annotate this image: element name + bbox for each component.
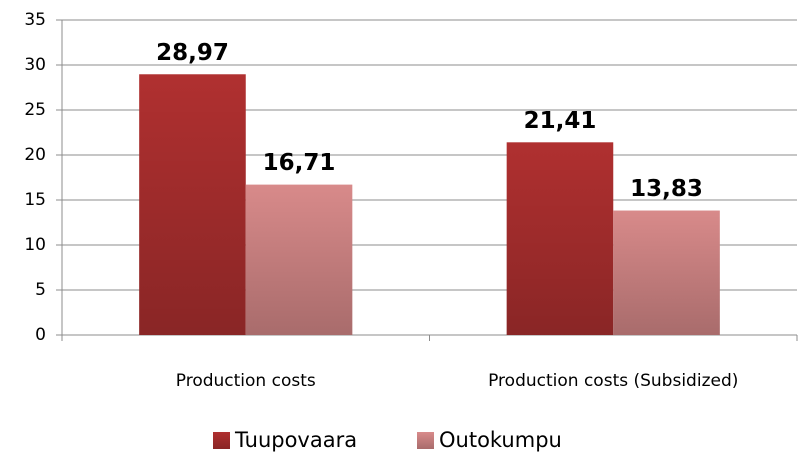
- value-label: 21,41: [524, 108, 597, 134]
- y-tick-label: 0: [35, 325, 46, 345]
- y-tick-label: 20: [24, 145, 46, 165]
- y-tick-label: 5: [35, 280, 46, 300]
- bar-shade: [613, 210, 720, 335]
- value-label: 16,71: [263, 150, 336, 176]
- value-label: 28,97: [156, 40, 229, 66]
- y-tick-label: 35: [24, 10, 46, 30]
- y-tick-label: 30: [24, 55, 46, 75]
- y-tick-label: 15: [24, 190, 46, 210]
- legend-swatch-shade: [213, 432, 230, 449]
- bar-shade: [139, 74, 246, 336]
- legend-label: Tuupovaara: [234, 428, 357, 452]
- x-tick-label: Production costs (Subsidized): [488, 371, 738, 391]
- value-label: 13,83: [630, 176, 703, 202]
- bar-shade: [245, 184, 353, 335]
- y-tick-label: 25: [24, 100, 46, 120]
- x-tick-label: Production costs: [176, 371, 316, 391]
- legend-label: Outokumpu: [439, 428, 562, 452]
- y-tick-label: 10: [24, 235, 46, 255]
- bar-shade: [506, 142, 614, 335]
- legend-swatch-shade: [417, 432, 434, 449]
